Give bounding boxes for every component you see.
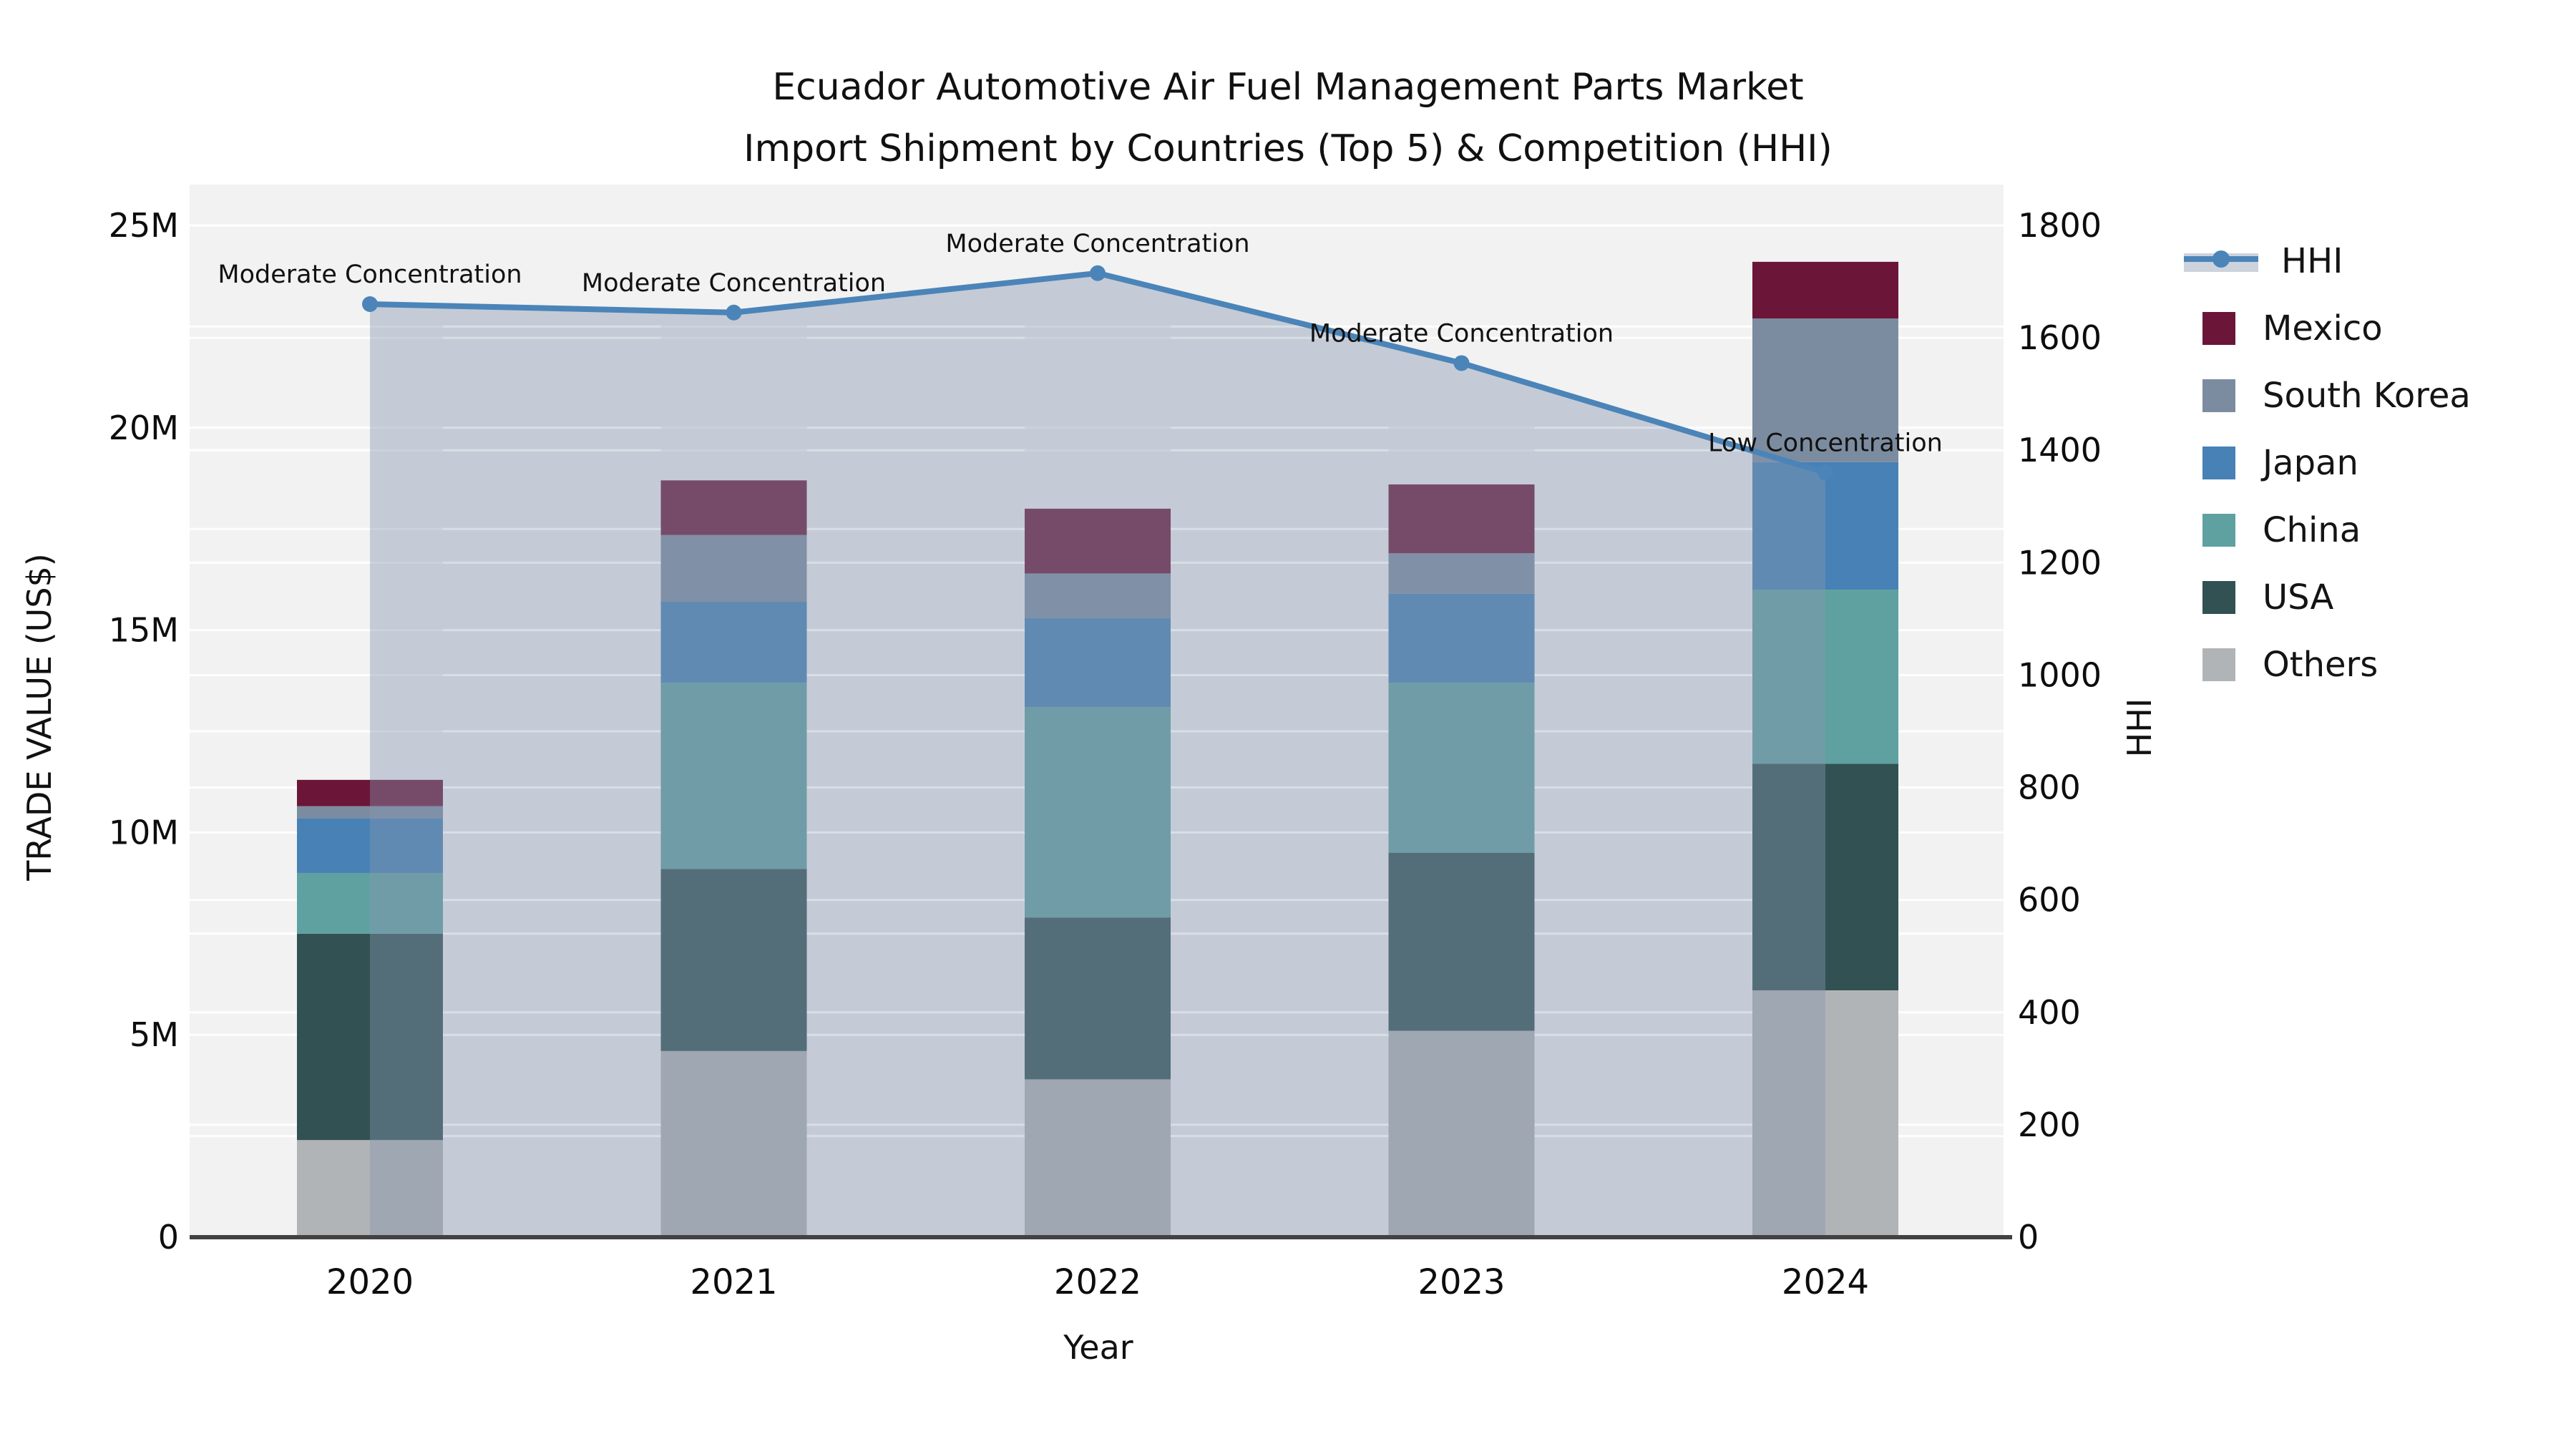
legend-label: USA [2263, 577, 2334, 618]
annotation-2023: Moderate Concentration [1309, 319, 1614, 348]
bar-segment-others-2024 [1752, 990, 1898, 1237]
hhi-marker-2020 [362, 296, 378, 312]
legend-label: Mexico [2263, 308, 2383, 348]
annotation-2021: Moderate Concentration [582, 269, 886, 298]
bar-segment-mexico-2022 [1025, 508, 1171, 574]
hhi-marker-2023 [1453, 355, 1470, 371]
legend-item-south-korea: South Korea [2184, 371, 2570, 421]
bar-segment-japan-2024 [1752, 462, 1898, 590]
y-right-tick: 1200 [2018, 543, 2102, 582]
legend: HHI Mexico South Korea Japan China USA Others [2184, 236, 2570, 707]
legend-item-china: China [2184, 505, 2570, 555]
y-right-tick: 1600 [2018, 318, 2102, 357]
legend-label: Others [2263, 645, 2379, 685]
legend-swatch-mexico [2202, 312, 2235, 345]
x-axis-label: Year [1063, 1328, 1133, 1367]
y-right-tick: 1800 [2018, 206, 2102, 245]
hhi-marker-2021 [726, 304, 742, 321]
bar-segment-south-korea-2021 [660, 535, 807, 602]
hhi-marker-icon [2212, 250, 2230, 268]
bar-segment-south-korea-2024 [1752, 318, 1898, 462]
y-right-tick: 0 [2018, 1218, 2039, 1257]
y-axis-label-right: HHI [2120, 698, 2159, 758]
annotation-2024: Low Concentration [1708, 429, 1943, 458]
x-tick-2023: 2023 [1418, 1262, 1505, 1302]
bar-segment-usa-2024 [1752, 763, 1898, 990]
legend-item-others: Others [2184, 640, 2570, 690]
legend-label: South Korea [2263, 376, 2471, 416]
bar-segment-china-2020 [297, 872, 443, 934]
bar-segment-japan-2023 [1388, 593, 1535, 683]
bar-segment-usa-2021 [660, 869, 807, 1051]
y-left-tick: 5M [130, 1015, 179, 1054]
y-left-tick: 15M [109, 611, 179, 650]
bar-segment-others-2023 [1388, 1030, 1535, 1237]
legend-item-mexico: Mexico [2184, 303, 2570, 353]
bar-segment-china-2021 [660, 683, 807, 869]
y-axis-label-left: TRADE VALUE (US$) [20, 553, 59, 881]
bar-segment-usa-2022 [1025, 917, 1171, 1080]
legend-swatch-south-korea [2202, 379, 2235, 412]
y-right-tick: 800 [2018, 769, 2081, 807]
x-tick-2020: 2020 [326, 1262, 414, 1302]
legend-item-japan: Japan [2184, 438, 2570, 488]
legend-item-usa: USA [2184, 572, 2570, 623]
y-right-tick: 200 [2018, 1106, 2081, 1144]
hhi-marker-2024 [1818, 464, 1833, 481]
chart-title-line1: Ecuador Automotive Air Fuel Management P… [772, 66, 1804, 109]
x-tick-2021: 2021 [690, 1262, 777, 1302]
legend-swatch-china [2202, 514, 2235, 547]
chart-title-line2: Import Shipment by Countries (Top 5) & C… [743, 127, 1833, 170]
hhi-area-fill [370, 273, 1825, 1237]
bar-segment-mexico-2023 [1388, 484, 1535, 554]
legend-item-hhi: HHI [2184, 236, 2570, 286]
bar-segment-south-korea-2023 [1388, 553, 1535, 594]
annotation-2020: Moderate Concentration [218, 260, 522, 289]
x-tick-2022: 2022 [1054, 1262, 1141, 1302]
bar-segment-china-2022 [1025, 707, 1171, 918]
bar-segment-south-korea-2020 [297, 806, 443, 819]
legend-swatch-others [2202, 648, 2235, 681]
y-right-tick: 1400 [2018, 431, 2102, 469]
bar-segment-others-2022 [1025, 1079, 1171, 1237]
y-left-tick: 25M [109, 206, 179, 245]
bar-segment-mexico-2021 [660, 480, 807, 535]
legend-label: Japan [2263, 443, 2358, 483]
bar-segment-japan-2021 [660, 602, 807, 683]
bar-segment-others-2021 [660, 1050, 807, 1237]
bar-segment-japan-2020 [297, 818, 443, 873]
annotation-2022: Moderate Concentration [945, 230, 1249, 258]
bar-segment-mexico-2020 [297, 779, 443, 806]
y-right-tick: 1000 [2018, 655, 2102, 694]
y-right-tick: 400 [2018, 993, 2081, 1032]
bars [297, 261, 1898, 1237]
x-tick-2024: 2024 [1782, 1262, 1869, 1302]
bar-segment-usa-2023 [1388, 852, 1535, 1031]
hhi-marker-2022 [1090, 265, 1106, 281]
bar-segment-usa-2020 [297, 933, 443, 1141]
bar-segment-japan-2022 [1025, 618, 1171, 708]
bar-segment-china-2024 [1752, 590, 1898, 764]
bar-segment-others-2020 [297, 1140, 443, 1237]
legend-label: HHI [2281, 241, 2343, 281]
y-right-tick: 600 [2018, 881, 2081, 919]
x-axis-line [190, 1235, 2012, 1239]
bar-segment-china-2023 [1388, 683, 1535, 853]
legend-label: China [2263, 510, 2361, 550]
legend-swatch-usa [2202, 581, 2235, 614]
legend-swatch-japan [2202, 447, 2235, 479]
y-left-tick: 10M [109, 813, 179, 852]
y-left-tick: 0 [158, 1218, 179, 1257]
bar-segment-mexico-2024 [1752, 261, 1898, 319]
y-left-tick: 20M [109, 409, 179, 447]
hhi-line-icon [2184, 245, 2258, 278]
bar-segment-south-korea-2022 [1025, 573, 1171, 618]
